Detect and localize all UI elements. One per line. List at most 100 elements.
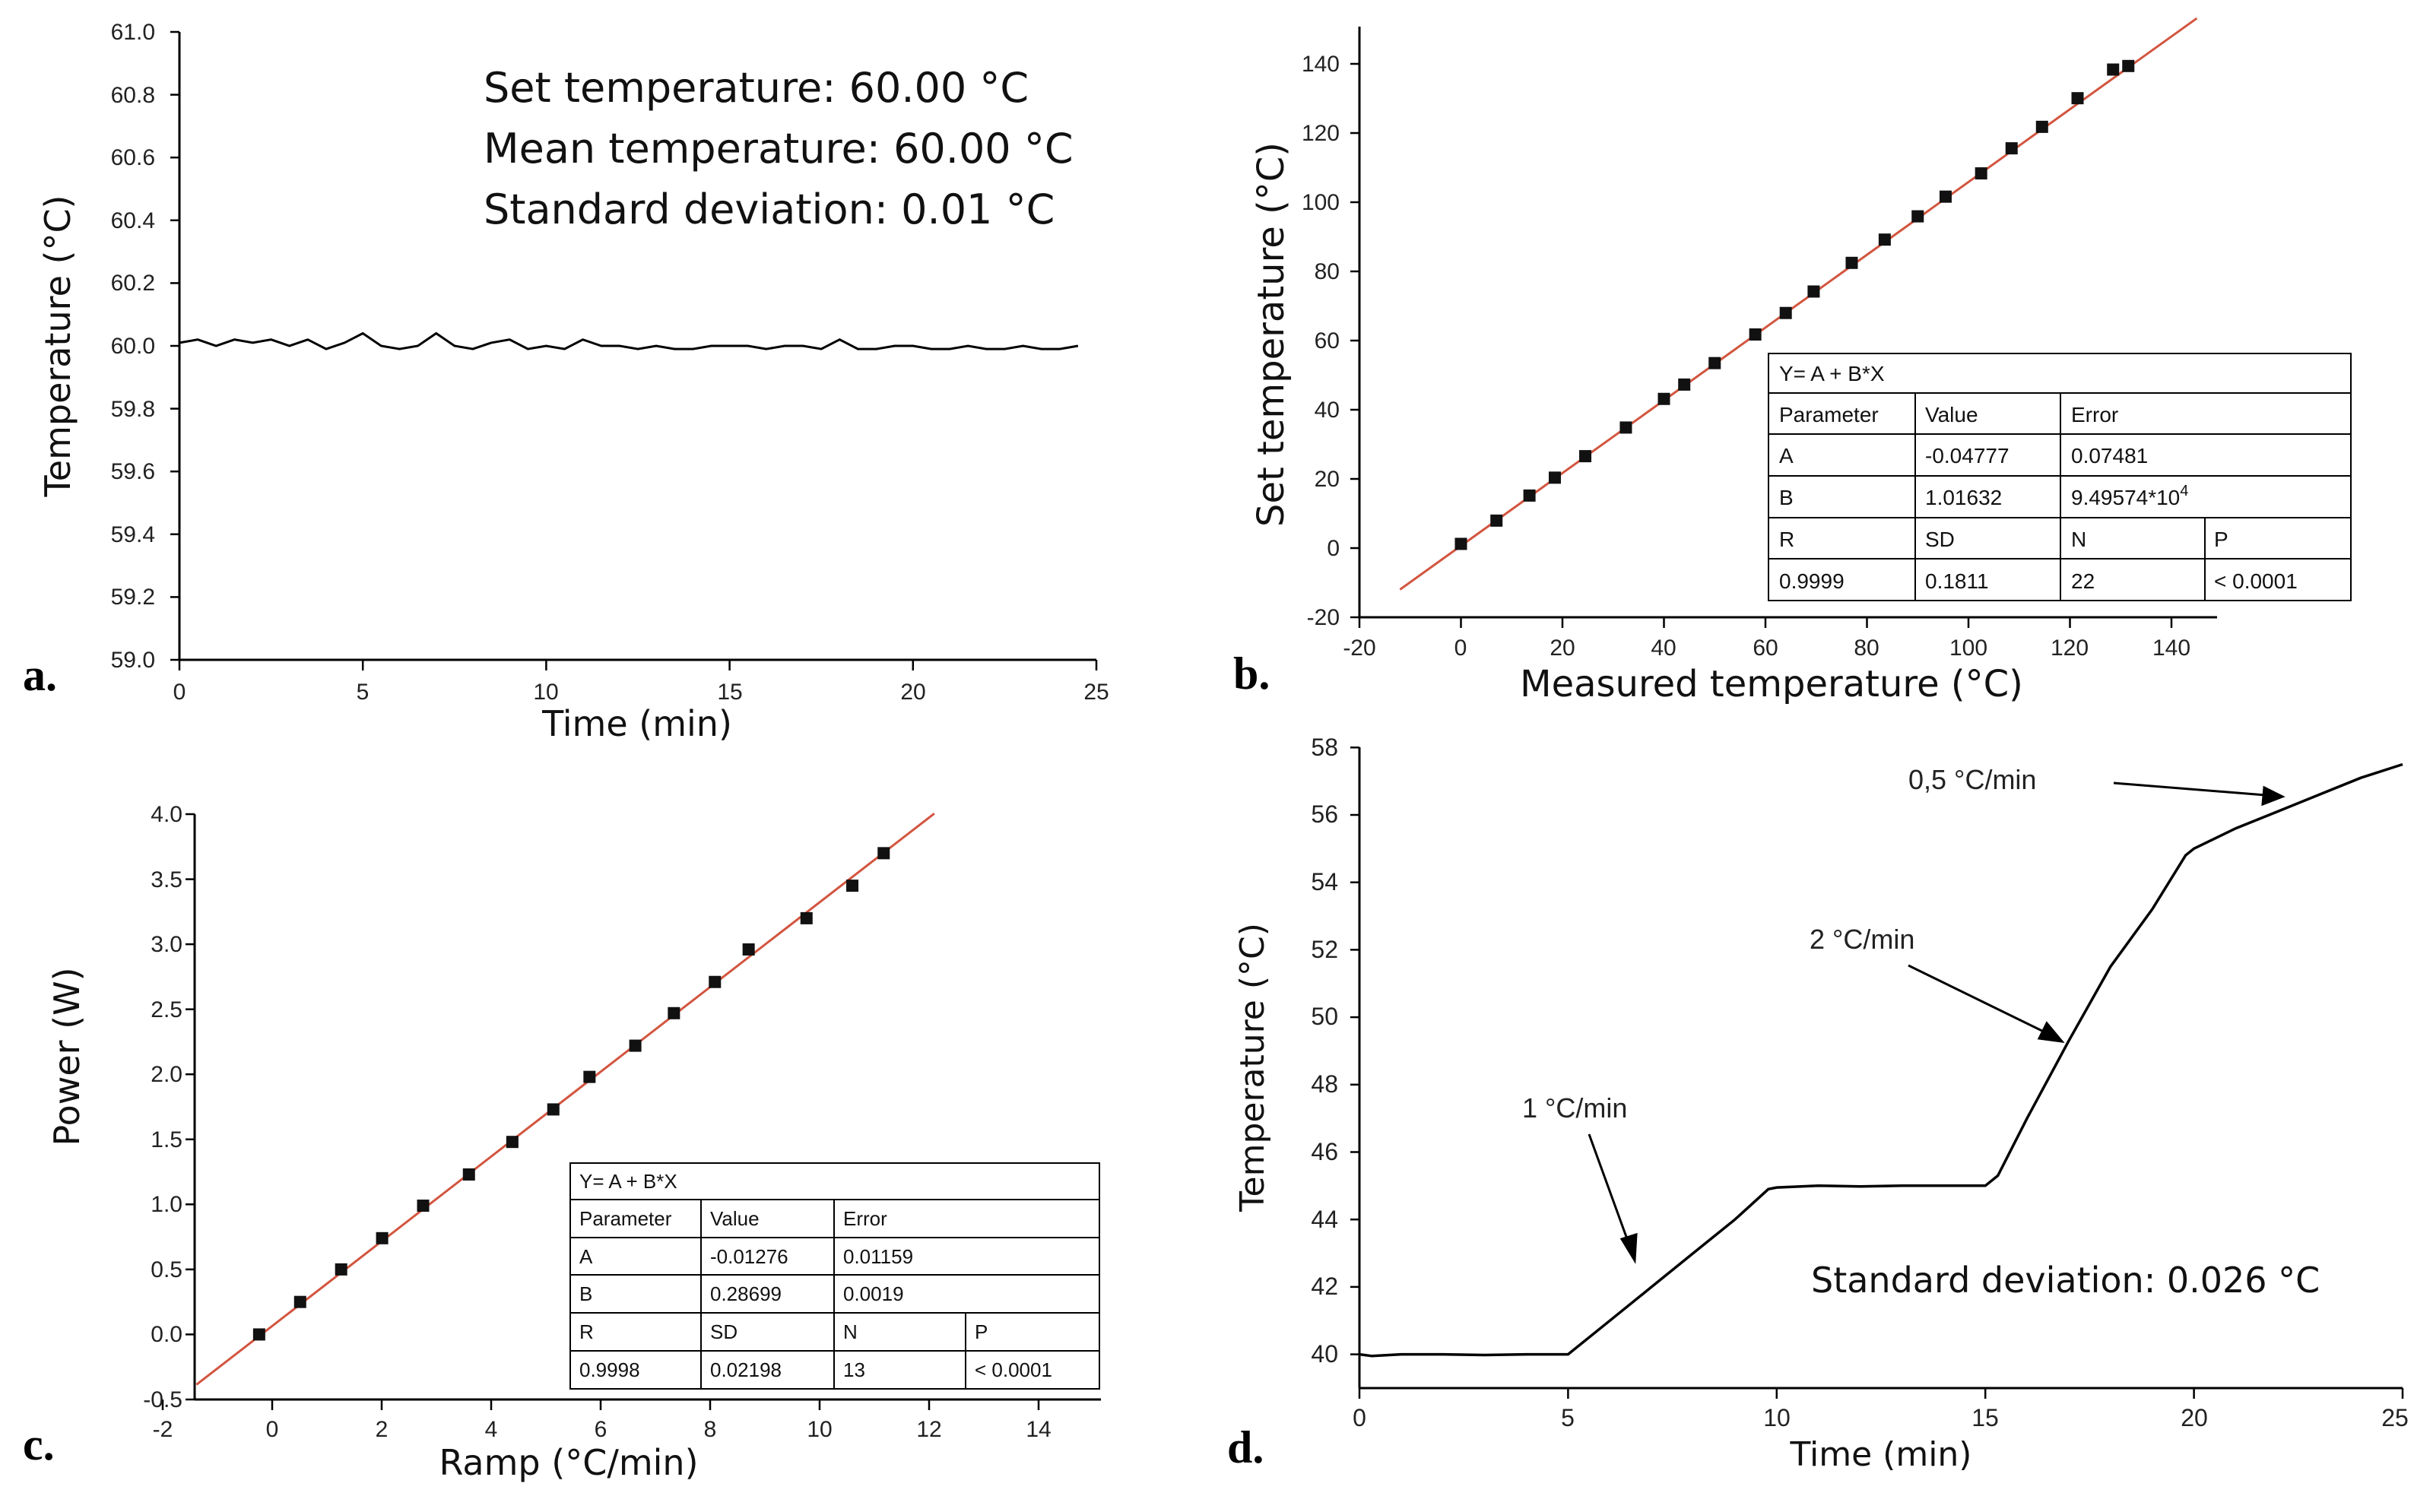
y-tick-label: 60	[1315, 328, 1340, 353]
table-cell: 13	[843, 1358, 865, 1381]
panel-a-annotation-sd: Standard deviation: 0.01 °C	[484, 185, 1055, 233]
y-tick-label: 50	[1311, 1003, 1338, 1030]
table-cell: N	[843, 1320, 858, 1343]
panel-b-points	[1454, 59, 2135, 550]
y-tick-label: 120	[1302, 121, 1340, 146]
y-tick-label: 2.0	[151, 1062, 182, 1087]
annotation-2c-min: 2 °C/min	[1810, 924, 1914, 955]
panel-b-data-point	[2071, 92, 2084, 105]
table-cell: P	[2214, 528, 2228, 551]
panel-c-letter: c.	[23, 1419, 55, 1469]
panel-c: -0.5 0.0 0.5 1.0 1.5 2.0 2.5 3.0 3.5 4.0…	[23, 802, 1101, 1483]
x-tick-label: -2	[153, 1417, 173, 1442]
x-tick-label: 8	[704, 1417, 717, 1442]
x-tick-label: 14	[1026, 1417, 1051, 1442]
y-tick-label: 59.6	[111, 459, 155, 484]
panel-b-data-point	[1454, 537, 1467, 550]
panel-b-ylabel: Set temperature (°C)	[1250, 142, 1293, 527]
table-title: Y= A + B*X	[1779, 362, 1885, 385]
y-tick-label: 2.5	[151, 997, 182, 1022]
panel-d-ylabel: Temperature (°C)	[1233, 923, 1272, 1212]
panel-c-data-point	[709, 975, 722, 988]
panel-c-points	[252, 847, 890, 1341]
table-cell: A	[1779, 444, 1794, 468]
table-header-cell: Parameter	[1779, 403, 1879, 426]
table-cell: 0.02198	[710, 1358, 782, 1381]
table-header-cell: Error	[843, 1207, 887, 1230]
panel-b-data-point	[1807, 285, 1820, 298]
y-tick-label: 56	[1311, 800, 1338, 828]
y-tick-label: 60.0	[111, 334, 155, 359]
panel-c-fit-line	[195, 812, 935, 1386]
panel-b-data-point	[2122, 59, 2135, 72]
panel-b-data-point	[1975, 167, 1987, 180]
panel-b-x-ticks	[1358, 617, 2173, 628]
panel-b-xlabel: Measured temperature (°C)	[1520, 663, 2023, 705]
panel-a-annotation-mean: Mean temperature: 60.00 °C	[484, 125, 1074, 173]
panel-c-data-point	[877, 847, 890, 860]
x-tick-label: 6	[595, 1417, 607, 1442]
table-cell: 0.9999	[1779, 569, 1845, 593]
table-cell: N	[2071, 528, 2086, 551]
x-tick-label: 15	[1971, 1404, 1999, 1431]
table-cell: 9.49574*104	[2071, 483, 2188, 509]
y-tick-label: 40	[1311, 1340, 1338, 1368]
x-tick-label: 0	[1454, 636, 1467, 661]
y-tick-label: 40	[1315, 398, 1340, 423]
y-tick-label: 1.5	[151, 1127, 182, 1152]
panel-b-data-point	[2035, 120, 2048, 133]
panel-d-letter: d.	[1227, 1422, 1264, 1472]
panel-c-data-point	[376, 1231, 389, 1244]
x-tick-label: 20	[1550, 636, 1575, 661]
x-tick-label: 20	[900, 680, 925, 705]
panel-b-data-point	[1490, 514, 1503, 527]
y-tick-label: 80	[1315, 259, 1340, 284]
panel-d-x-ticks	[1358, 1388, 2404, 1399]
x-tick-label: 20	[2181, 1404, 2208, 1431]
x-tick-label: 10	[533, 680, 558, 705]
table-cell: 22	[2071, 569, 2095, 593]
y-tick-label: 59.4	[111, 522, 155, 547]
arrow-head-icon	[1619, 1232, 1638, 1264]
panel-c-axes	[193, 814, 1101, 1401]
panel-b-data-point	[1911, 210, 1924, 223]
y-tick-label: 58	[1311, 734, 1338, 761]
y-tick-label: -0.5	[143, 1387, 182, 1412]
panel-c-xlabel: Ramp (°C/min)	[439, 1442, 698, 1483]
panel-b-data-point	[1779, 306, 1792, 319]
x-tick-label: 12	[916, 1417, 941, 1442]
panel-c-data-point	[846, 880, 859, 892]
y-tick-label: 60.2	[111, 271, 155, 296]
table-cell: P	[975, 1320, 988, 1343]
table-cell: 0.9998	[579, 1358, 640, 1381]
x-tick-label: 140	[2152, 636, 2190, 661]
x-tick-label: 5	[1561, 1404, 1575, 1431]
y-tick-label: 60.8	[111, 83, 155, 108]
arrow-05c-min	[2113, 781, 2266, 797]
panel-c-data-point	[417, 1200, 430, 1212]
y-tick-label: 3.5	[151, 867, 182, 892]
y-tick-label: 140	[1302, 52, 1340, 77]
panel-c-data-point	[462, 1168, 475, 1181]
y-tick-label: 20	[1315, 467, 1340, 492]
panel-a-annotation-set: Set temperature: 60.00 °C	[484, 64, 1029, 112]
table-header-cell: Value	[1925, 403, 1978, 426]
table-cell: -0.04777	[1925, 444, 2010, 468]
panel-d-annotation-sd: Standard deviation: 0.026 °C	[1811, 1260, 2320, 1301]
panel-b-y-ticks	[1350, 62, 1359, 619]
panel-d-xlabel: Time (min)	[1790, 1435, 1972, 1474]
table-cell: -0.01276	[710, 1245, 788, 1268]
panel-c-data-point	[252, 1328, 265, 1341]
y-tick-label: 59.2	[111, 585, 155, 610]
panel-b-data-point	[2107, 63, 2120, 76]
panel-c-data-point	[547, 1103, 560, 1116]
x-tick-label: -20	[1343, 636, 1375, 661]
y-tick-label: 3.0	[151, 932, 182, 957]
panel-b-letter: b.	[1233, 648, 1270, 699]
panel-b: -20 0 20 40 60 80 100 120 140 -20 0 20 4…	[1233, 17, 2352, 705]
x-tick-label: 4	[485, 1417, 498, 1442]
y-tick-label: 59.0	[111, 648, 155, 673]
table-cell: R	[579, 1320, 594, 1343]
panel-a-letter: a.	[23, 650, 57, 700]
table-cell: SD	[1925, 528, 1955, 551]
